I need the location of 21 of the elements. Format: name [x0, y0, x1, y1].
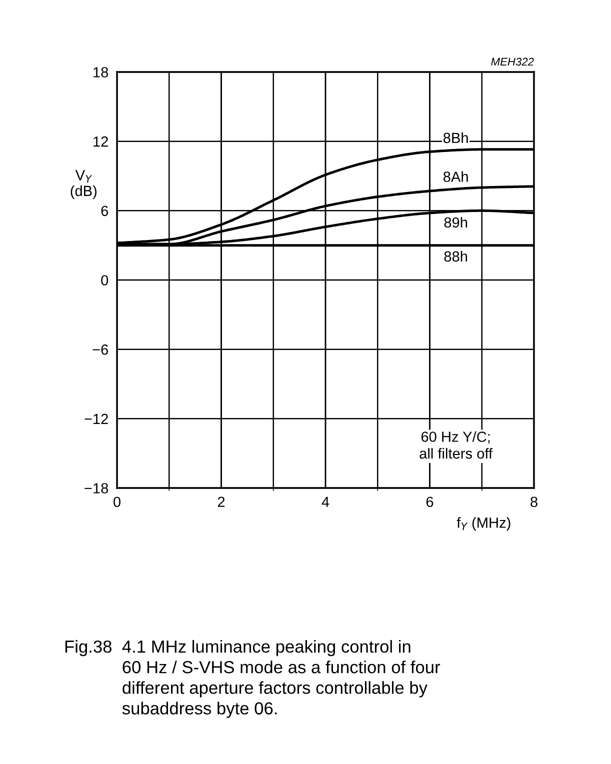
series-label: 88h: [444, 250, 468, 262]
x-axis-title: f$_{Y}$ (MHz): [456, 517, 510, 531]
y-tick-label: −18: [84, 483, 108, 494]
annotation: 60 Hz Y/C; all filters off: [420, 431, 493, 459]
y-tick-label: 18: [94, 67, 108, 78]
x-tick-label: 6: [426, 496, 434, 508]
x-tick-label: 8: [530, 496, 538, 508]
x-tick-label: 4: [322, 496, 330, 507]
y-tick-label: 12: [94, 136, 108, 147]
series-label: 89h: [444, 216, 468, 228]
series-label: 8Bh: [443, 132, 468, 144]
y-tick-label: −12: [84, 414, 108, 424]
x-tick-label: 0: [114, 496, 120, 508]
y-tick-label: 0: [101, 275, 108, 286]
x-tick-label: 2: [218, 496, 225, 507]
y-tick-label: −6: [92, 344, 108, 355]
series-label: 8Ah: [443, 171, 468, 182]
text: MEH322: [491, 58, 534, 66]
caption: Fig.38 4.1 MHz luminance peaking control in 60 Hz / S-VHS mode as a function of four different aperture factors controllable by subaddress byte 06.: [65, 640, 440, 718]
y-axis-title: V$_{Y}$ (dB): [70, 170, 97, 199]
y-tick-label: 6: [101, 206, 108, 216]
